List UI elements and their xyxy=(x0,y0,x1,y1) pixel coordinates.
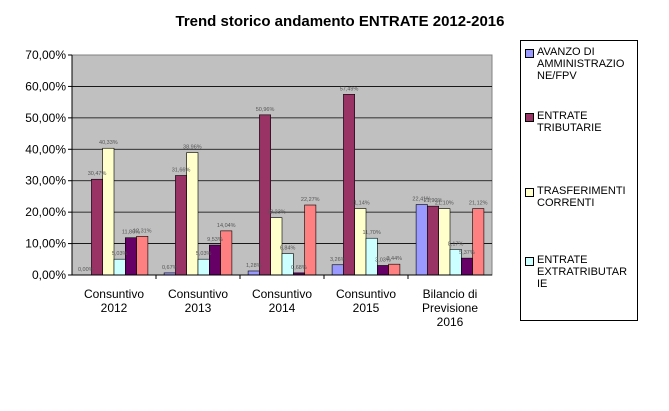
data-label: 5,03% xyxy=(112,251,128,257)
bar xyxy=(113,258,126,276)
legend-label-line: NE/FPV xyxy=(537,70,577,82)
bar xyxy=(415,204,428,276)
x-category-label-line: Consuntivo xyxy=(84,287,144,301)
bar xyxy=(247,270,260,276)
data-label: 30,47% xyxy=(88,171,107,177)
data-label: 40,33% xyxy=(99,140,118,146)
bars xyxy=(91,94,485,279)
data-label: 8,17% xyxy=(448,241,464,247)
legend-label: TRASFERIMENTI CORRENTI xyxy=(537,185,637,209)
data-label: 3,44% xyxy=(386,256,402,262)
bar xyxy=(331,264,344,276)
legend-swatch xyxy=(525,113,534,122)
data-label: 22,41% xyxy=(412,197,431,203)
data-label: 6,84% xyxy=(280,246,296,252)
legend-label-line: ENTRATE xyxy=(537,254,588,266)
data-label: 3,03% xyxy=(375,257,391,263)
data-label: 5,37% xyxy=(459,250,475,256)
data-labels: 0,00% 30,47% 40,33% 5,03% 11,86%12,31% 0,67% 3… xyxy=(78,86,488,273)
data-label: 0,67% xyxy=(162,265,178,271)
x-category-label-line: Consuntivo xyxy=(168,287,228,301)
bar xyxy=(427,205,439,276)
x-category-label: Consuntivo 2012 xyxy=(84,287,144,315)
chart-title: Trend storico andamento ENTRATE 2012-201… xyxy=(176,13,505,30)
data-label: 21,14% xyxy=(351,201,370,207)
data-label: 21,10% xyxy=(435,201,454,207)
legend-label: AVANZO DI AMMINISTRAZIO NE/FPV xyxy=(537,46,637,82)
bar xyxy=(343,94,355,276)
bar xyxy=(460,257,473,276)
y-tick-label: 0,00% xyxy=(32,268,66,282)
data-label: 50,96% xyxy=(256,107,275,113)
data-label: 9,53% xyxy=(207,237,223,243)
data-label: 0,68% xyxy=(291,265,307,271)
data-label: 38,96% xyxy=(183,145,202,151)
data-label: 31,66% xyxy=(172,167,191,173)
x-category-label: Consuntivo 2015 xyxy=(336,287,396,315)
x-category-label-line: 2014 xyxy=(269,301,296,315)
legend-label-line: AVANZO DI xyxy=(537,46,595,58)
x-category-label: Consuntivo 2013 xyxy=(168,287,228,315)
legend-label-line: CORRENTI xyxy=(537,197,595,209)
data-label: 11,70% xyxy=(363,230,381,236)
x-category-label-line: 2016 xyxy=(437,315,464,329)
data-label: 22,27% xyxy=(301,197,320,203)
data-label: 3,26% xyxy=(330,257,346,263)
x-category-label-line: Previsione xyxy=(422,301,478,315)
x-category-label: Consuntivo 2014 xyxy=(252,287,312,315)
x-category-label-line: 2012 xyxy=(101,301,128,315)
data-label: 18,23% xyxy=(267,210,286,216)
y-axis-tick-labels: 0,00% 10,00% 20,00% 30,00% 40,00% 50,00% 60,00… xyxy=(25,48,66,282)
y-tick-label: 60,00% xyxy=(25,79,66,93)
data-label: 21,90% xyxy=(424,198,443,204)
legend-swatch xyxy=(525,188,534,197)
bar xyxy=(91,178,104,276)
y-tick-label: 70,00% xyxy=(25,48,66,62)
legend: AVANZO DI AMMINISTRAZIO NE/FPV ENTRATE TRIBU… xyxy=(520,40,638,321)
data-label: 57,49% xyxy=(340,86,359,92)
bar xyxy=(259,114,271,276)
legend-swatch xyxy=(525,49,534,58)
data-label: 21,12% xyxy=(469,201,488,207)
bar xyxy=(388,263,401,276)
y-tick-label: 30,00% xyxy=(25,174,66,188)
x-category-label-line: Bilancio di xyxy=(423,287,478,301)
legend-swatch xyxy=(525,257,534,266)
legend-label-line: IE xyxy=(537,278,548,290)
legend-label-line: ENTRATE xyxy=(537,110,588,122)
data-label: 1,28% xyxy=(246,263,262,269)
legend-label-line: TRIBUTARIE xyxy=(537,122,602,134)
y-tick-label: 40,00% xyxy=(25,142,66,156)
x-category-label-line: Consuntivo xyxy=(336,287,396,301)
data-label: 11,86% xyxy=(122,230,140,236)
bar xyxy=(209,244,221,276)
x-category-label-line: 2013 xyxy=(185,301,212,315)
y-tick-label: 20,00% xyxy=(25,205,66,219)
y-tick-label: 50,00% xyxy=(25,111,66,125)
data-label: 12,31% xyxy=(133,228,152,234)
x-category-label: Bilancio di Previsione 2016 xyxy=(422,287,478,329)
legend-label-line: EXTRATRIBUTAR xyxy=(537,266,628,278)
bar xyxy=(197,258,210,276)
y-tick-label: 10,00% xyxy=(25,237,66,251)
x-category-label-line: Consuntivo xyxy=(252,287,312,301)
bar xyxy=(354,208,367,276)
x-category-label-line: 2015 xyxy=(353,301,380,315)
bar xyxy=(175,175,187,276)
data-label: 5,03% xyxy=(196,251,212,257)
legend-label: ENTRATE EXTRATRIBUTAR IE xyxy=(537,254,637,290)
data-label: 14,04% xyxy=(217,223,236,229)
legend-label-line: AMMINISTRAZIO xyxy=(537,58,625,70)
legend-label: ENTRATE TRIBUTARIE xyxy=(537,110,637,134)
bar xyxy=(136,236,149,276)
bar xyxy=(376,265,389,276)
data-label: 0,00% xyxy=(78,267,94,273)
legend-label-line: TRASFERIMENTI xyxy=(537,185,626,197)
bar xyxy=(472,208,485,276)
